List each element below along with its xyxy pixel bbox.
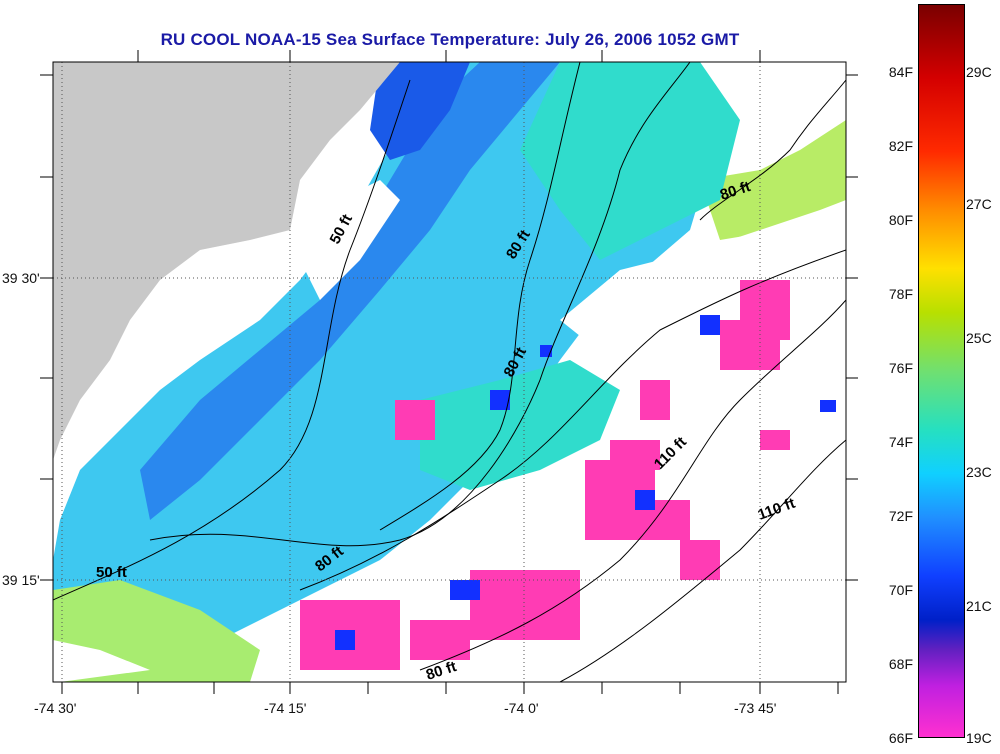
sst-warm-ne (700, 120, 846, 240)
y-tick-label: 39 30' (2, 270, 40, 286)
cloud-streak (300, 180, 400, 300)
map-title: RU COOL NOAA-15 Sea Surface Temperature:… (160, 30, 740, 49)
colorbar-f-label: 78F (888, 286, 913, 302)
colorbar-c-label: 23C (966, 464, 992, 480)
colorbar-c-label: 19C (966, 730, 992, 746)
colorbar-c-label: 25C (966, 330, 992, 346)
colorbar-c-label: 27C (966, 196, 992, 212)
colorbar-f-label: 66F (888, 730, 913, 746)
sst-cyan-mid (420, 360, 620, 490)
land-new-jersey (53, 62, 400, 460)
isobath-contours (53, 62, 846, 682)
colorbar-c-label: 21C (966, 598, 992, 614)
sst-dark-blue-patch (370, 62, 470, 160)
sst-cool-water (53, 62, 720, 682)
colorbar-f-label: 84F (888, 64, 913, 80)
colorbar-f-label: 80F (888, 212, 913, 228)
cloud-sw (53, 640, 150, 682)
sst-blue-band (140, 62, 560, 520)
temperature-colorbar (918, 4, 965, 738)
sst-cyan-offshore (520, 62, 740, 260)
colorbar-f-label: 74F (888, 434, 913, 450)
x-tick-label: -74 15' (264, 700, 307, 716)
colorbar-f-label: 72F (888, 508, 913, 524)
colorbar-f-label: 76F (888, 360, 913, 376)
x-tick-label: -74 0' (504, 700, 539, 716)
x-tick-label: -73 45' (734, 700, 777, 716)
contour-label-50ft-south: 50 ft (96, 564, 127, 581)
y-tick-label: 39 15' (2, 572, 40, 588)
x-tick-label: -74 30' (34, 700, 77, 716)
colorbar-f-label: 82F (888, 138, 913, 154)
axis-ticks (40, 50, 858, 694)
sst-dark-blue-pixels (335, 315, 836, 650)
colorbar-f-label: 70F (888, 582, 913, 598)
colorbar-f-label: 68F (888, 656, 913, 672)
graticule (53, 62, 846, 682)
plot-frame (52, 61, 847, 683)
colorbar-c-label: 29C (966, 64, 992, 80)
